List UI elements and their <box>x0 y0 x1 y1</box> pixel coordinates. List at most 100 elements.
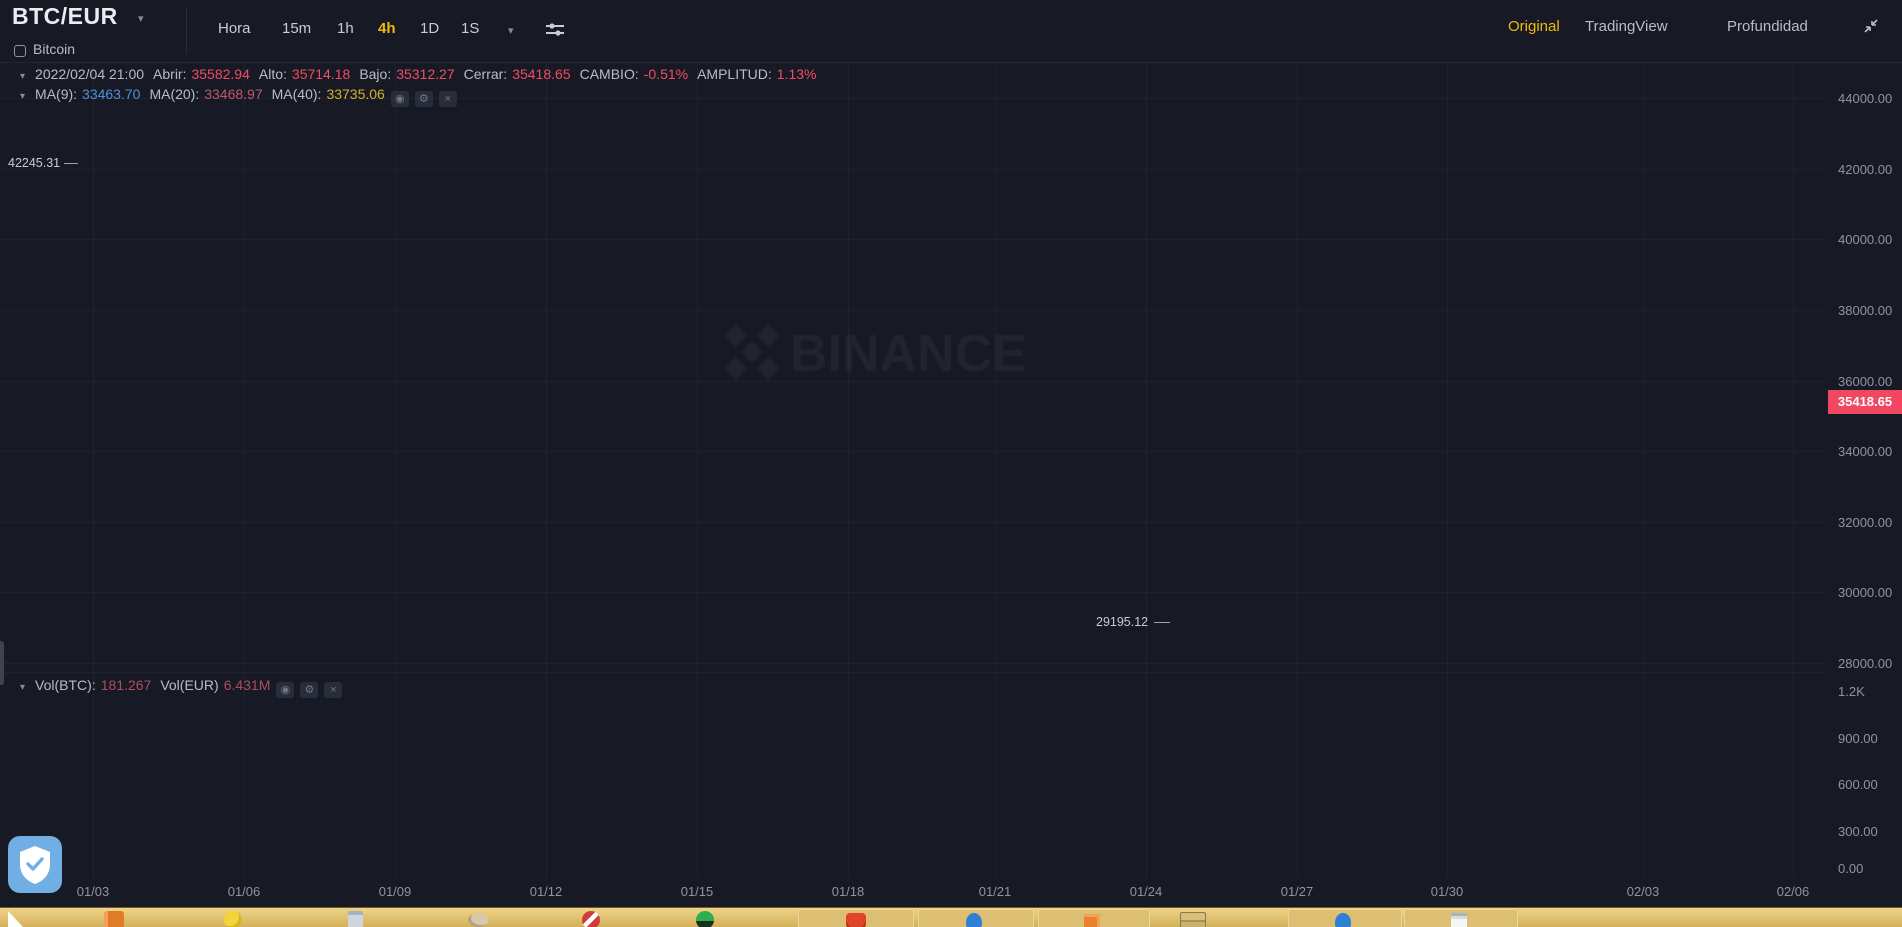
interval-1s[interactable]: 1S <box>461 20 480 37</box>
ohlc-legend: ▾ 2022/02/04 21:00 Abrir: 35582.94 Alto: 3571… <box>20 66 816 82</box>
price-axis-label: 34000.00 <box>1838 444 1893 460</box>
address-book-icon[interactable] <box>104 911 124 927</box>
taskbar-slot-brave-lion[interactable] <box>798 909 914 927</box>
price-axis-label: 36000.00 <box>1838 373 1893 389</box>
low-price-annotation: 29195.12 <box>1096 615 1149 629</box>
drawing-toolbar-handle[interactable] <box>0 641 4 685</box>
price-axis-label: 32000.00 <box>1838 514 1893 530</box>
price-axis-label: 40000.00 <box>1838 232 1893 248</box>
volbtc-value: 181.267 <box>100 677 152 693</box>
interval-1h[interactable]: 1h <box>337 20 354 37</box>
interval-15m[interactable]: 15m <box>282 20 312 37</box>
date-axis-label: 01/21 <box>978 884 1012 899</box>
change-value: -0.51% <box>643 66 689 82</box>
ma-collapse-icon[interactable]: ▾ <box>20 91 26 102</box>
last-price-tag: 35418.65 <box>1828 390 1902 414</box>
symbol-dropdown-icon[interactable]: ▾ <box>138 13 144 25</box>
open-label: Abrir: <box>153 66 187 82</box>
collapse-icon[interactable] <box>1862 17 1880 35</box>
ma20-label: MA(20): <box>149 86 200 102</box>
chart-header: BTC/EUR ▾ Bitcoin Hora 15m 1h 4h 1D 1S ▾… <box>0 0 1902 63</box>
interval-hora[interactable]: Hora <box>218 20 251 37</box>
date-axis-label: 01/15 <box>680 884 714 899</box>
price-axis-label: 42000.00 <box>1838 161 1893 177</box>
vol-collapse-icon[interactable]: ▾ <box>20 682 26 693</box>
ma-legend: ▾ MA(9): 33463.70 MA(20): 33468.97 MA(40): 337… <box>20 86 457 107</box>
price-axis-label: 44000.00 <box>1838 91 1893 106</box>
interval-1d[interactable]: 1D <box>420 20 440 37</box>
date-axis-label: 01/03 <box>76 884 110 899</box>
no-entry-scissors-icon[interactable] <box>582 911 600 927</box>
price-axis-label: 38000.00 <box>1838 302 1893 318</box>
amplitude-label: AMPLITUD: <box>697 66 772 82</box>
ma20-value: 33468.97 <box>204 86 263 102</box>
interval-dropdown-icon[interactable]: ▾ <box>508 25 514 37</box>
coin-name: Bitcoin <box>33 41 76 57</box>
price-axis-label: 30000.00 <box>1838 585 1893 601</box>
tab-profundidad[interactable]: Profundidad <box>1727 18 1808 35</box>
volume-axis-label: 600.00 <box>1838 777 1878 792</box>
ma-settings-icon[interactable]: ⚙ <box>414 90 433 107</box>
blue-messenger-icon[interactable] <box>966 913 982 927</box>
vol-settings-icon[interactable]: ⚙ <box>300 681 319 698</box>
high-price-annotation: 42245.31 <box>8 156 61 170</box>
date-axis-label: 01/27 <box>1280 884 1314 899</box>
tab-tradingview[interactable]: TradingView <box>1585 18 1668 35</box>
symbol-title: BTC/EUR <box>12 3 118 29</box>
date-axis-label: 01/06 <box>227 884 261 899</box>
price-axis-label: 28000.00 <box>1838 656 1893 671</box>
low-value: 35312.27 <box>396 66 455 82</box>
ma40-label: MA(40): <box>271 86 322 102</box>
taskbar-slot-notepad[interactable] <box>1404 909 1518 927</box>
date-axis-label: 01/18 <box>831 884 865 899</box>
ma-close-icon[interactable]: × <box>438 91 457 107</box>
high-annotation-dash <box>64 163 78 164</box>
date-axis-label: 02/06 <box>1776 884 1810 899</box>
security-shield-icon[interactable] <box>8 836 62 893</box>
file-folders-icon[interactable] <box>1180 912 1206 927</box>
taskbar-slot-blue-app[interactable] <box>1288 909 1402 927</box>
date-axis-label: 02/03 <box>1626 884 1660 899</box>
low-annotation-dash <box>1154 622 1170 623</box>
voleur-value: 6.431M <box>223 677 271 693</box>
date-axis-label: 01/30 <box>1430 884 1464 899</box>
ma9-value: 33463.70 <box>82 86 141 102</box>
vol-eye-icon[interactable]: ◉ <box>276 681 295 698</box>
close-value: 35418.65 <box>512 66 571 82</box>
change-label: CAMBIO: <box>579 66 639 82</box>
interval-4h[interactable]: 4h <box>378 20 396 37</box>
tab-original[interactable]: Original <box>1508 18 1560 35</box>
blue-app-icon[interactable] <box>1335 913 1351 927</box>
voleur-label: Vol(EUR) <box>160 677 219 693</box>
orange-cube-icon[interactable] <box>1084 914 1100 927</box>
coin-icon <box>14 45 26 57</box>
ma-eye-icon[interactable]: ◉ <box>390 90 409 107</box>
vol-close-icon[interactable]: × <box>324 682 343 698</box>
os-taskbar <box>0 907 1902 927</box>
ma9-label: MA(9): <box>35 86 78 102</box>
green-sphere-icon[interactable] <box>696 911 714 927</box>
date-axis-label: 01/09 <box>378 884 412 899</box>
pacman-icon[interactable] <box>224 911 242 927</box>
close-label: Cerrar: <box>463 66 508 82</box>
legend-collapse-icon[interactable]: ▾ <box>20 71 26 82</box>
ma40-value: 33735.06 <box>326 86 385 102</box>
high-value: 35714.18 <box>291 66 351 82</box>
indicator-settings-icon[interactable] <box>545 21 565 39</box>
date-axis-label: 01/24 <box>1129 884 1163 899</box>
volbtc-label: Vol(BTC): <box>35 677 96 693</box>
taskbar-slot-orange-cube[interactable] <box>1038 909 1150 927</box>
calculator-icon[interactable] <box>348 911 363 927</box>
paint-palette-icon[interactable] <box>468 913 489 927</box>
taskbar-slot-blue-messenger[interactable] <box>918 909 1034 927</box>
open-value: 35582.94 <box>191 66 250 82</box>
brave-lion-icon[interactable] <box>846 913 866 927</box>
volume-axis-label: 1.2K <box>1838 684 1865 699</box>
start-wedge-icon[interactable] <box>8 911 24 927</box>
date-axis-label: 01/12 <box>529 884 563 899</box>
notepad-icon[interactable] <box>1451 913 1467 927</box>
volume-axis-label: 0.00 <box>1838 861 1864 876</box>
amplitude-value: 1.13% <box>776 66 817 82</box>
